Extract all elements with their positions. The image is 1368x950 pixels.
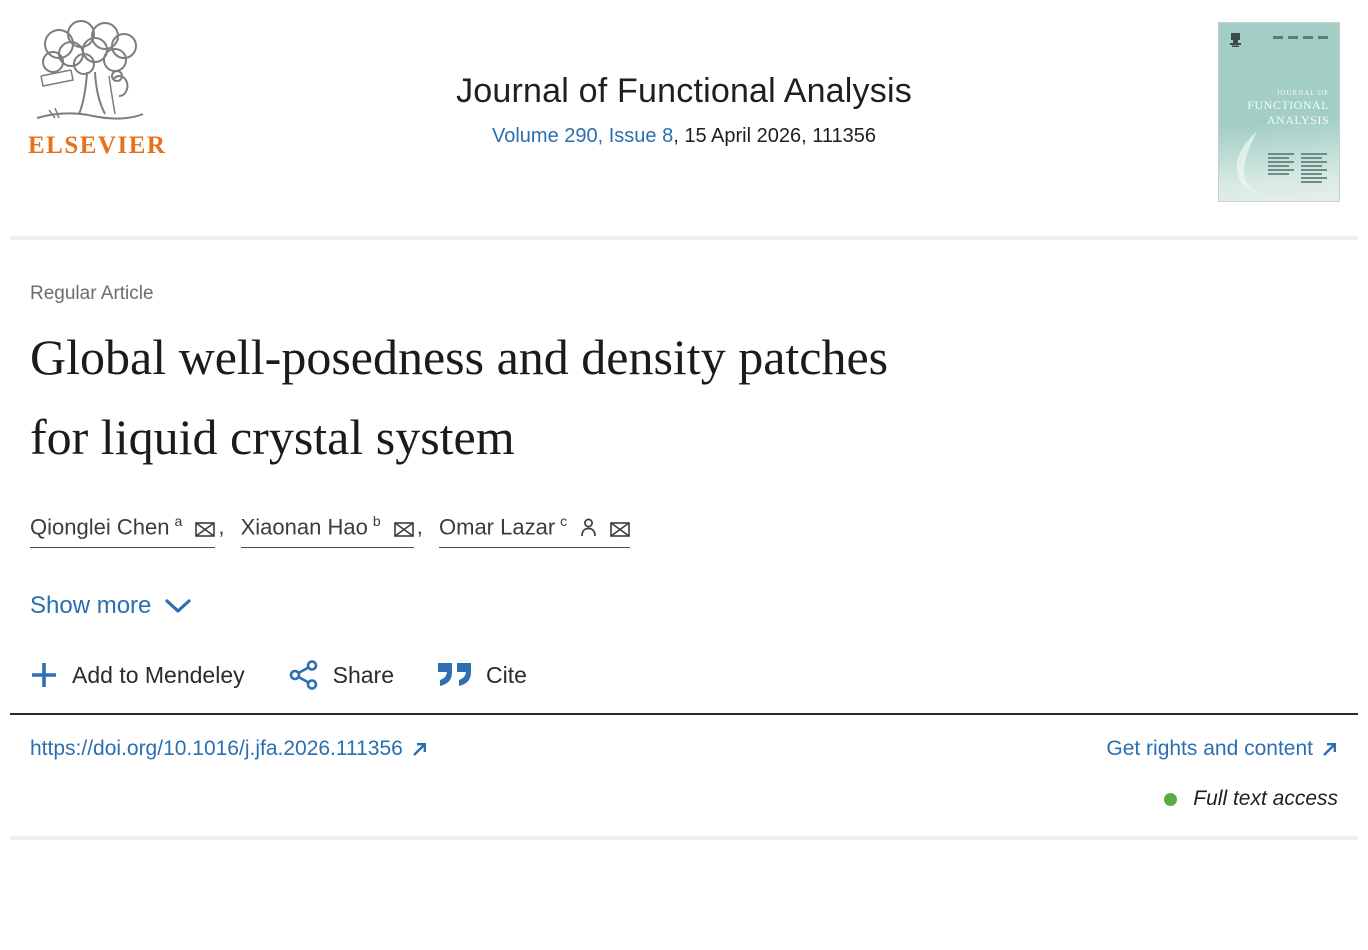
volume-issue-link[interactable]: Volume 290, Issue 8 xyxy=(492,125,674,147)
get-rights-link[interactable]: Get rights and content xyxy=(1106,737,1338,761)
elsevier-tree-icon xyxy=(36,20,144,120)
cover-emblem-icon xyxy=(1230,33,1241,47)
doi-url: https://doi.org/10.1016/j.jfa.2026.11135… xyxy=(30,737,403,761)
cover-line1: JOURNAL OF xyxy=(1276,89,1329,97)
cover-journal-name: JOURNAL OF FUNCTIONAL ANALYSIS xyxy=(1247,89,1329,128)
journal-title-block: Journal of Functional Analysis Volume 29… xyxy=(0,72,1368,148)
article-title-line1: Global well-posedness and density patche… xyxy=(30,329,889,385)
author-omar-lazar[interactable]: Omar Lazar c xyxy=(439,513,631,549)
author-separator: , xyxy=(218,514,225,540)
issue-date-text: , 15 April 2026, 111356 xyxy=(673,125,876,147)
get-rights-label: Get rights and content xyxy=(1106,737,1313,761)
bottom-divider xyxy=(10,836,1358,841)
author-name: Omar Lazar xyxy=(439,514,556,540)
person-icon xyxy=(581,518,597,537)
article-type-label: Regular Article xyxy=(30,283,154,304)
envelope-icon xyxy=(610,522,631,538)
journal-issue-line: Volume 290, Issue 8, 15 April 2026, 1113… xyxy=(0,125,1368,148)
cover-line3: ANALYSIS xyxy=(1266,112,1329,127)
header-divider xyxy=(10,236,1358,240)
open-access-dot-icon xyxy=(1164,792,1178,806)
share-label: Share xyxy=(332,661,394,688)
envelope-icon xyxy=(195,522,216,538)
author-separator: , xyxy=(416,514,423,540)
doi-row: https://doi.org/10.1016/j.jfa.2026.11135… xyxy=(0,737,1368,761)
author-list: Qionglei Chen a , Xiaonan Hao b , Omar Laz… xyxy=(30,513,1340,549)
author-xiaonan-hao[interactable]: Xiaonan Hao b xyxy=(240,513,414,549)
chevron-down-icon xyxy=(165,599,191,613)
add-to-mendeley-label: Add to Mendeley xyxy=(72,661,245,688)
show-more-label: Show more xyxy=(30,592,152,620)
journal-header: ELSEVIER Journal of Functional Analysis … xyxy=(0,0,1368,236)
envelope-icon xyxy=(393,522,414,538)
action-toolbar: Add to Mendeley Share Cite xyxy=(30,660,1340,691)
doi-section-divider xyxy=(10,713,1358,716)
elsevier-logo[interactable]: ELSEVIER xyxy=(28,18,167,160)
article-title: Global well-posedness and density patche… xyxy=(30,317,1340,477)
cite-button[interactable]: Cite xyxy=(438,662,527,689)
author-name: Xiaonan Hao xyxy=(240,514,368,540)
add-to-mendeley-button[interactable]: Add to Mendeley xyxy=(30,661,245,689)
cite-quote-icon xyxy=(438,663,471,687)
access-status-label: Full text access xyxy=(1193,787,1338,811)
author-affiliation-sup: b xyxy=(372,513,381,529)
journal-cover-thumbnail[interactable]: JOURNAL OF FUNCTIONAL ANALYSIS xyxy=(1218,22,1340,202)
author-qionglei-chen[interactable]: Qionglei Chen a xyxy=(30,513,216,549)
external-link-arrow-icon xyxy=(412,742,426,756)
article-title-line2: for liquid crystal system xyxy=(30,409,515,465)
author-affiliation-sup: c xyxy=(560,513,568,529)
journal-title-link[interactable]: Journal of Functional Analysis xyxy=(456,72,912,110)
cite-label: Cite xyxy=(486,661,527,688)
cover-swoosh-graphic xyxy=(1236,131,1259,193)
show-more-button[interactable]: Show more xyxy=(30,592,191,620)
cover-editor-microtext xyxy=(1268,153,1327,185)
author-affiliation-sup: a xyxy=(174,513,183,529)
plus-icon xyxy=(32,663,56,688)
doi-link[interactable]: https://doi.org/10.1016/j.jfa.2026.11135… xyxy=(30,737,428,761)
share-button[interactable]: Share xyxy=(289,660,394,691)
cover-line2: FUNCTIONAL xyxy=(1247,97,1329,112)
share-icon xyxy=(289,660,317,691)
elsevier-wordmark: ELSEVIER xyxy=(28,132,167,159)
cover-issue-microtext xyxy=(1273,36,1331,39)
access-status-row: Full text access xyxy=(0,787,1368,811)
author-name: Qionglei Chen xyxy=(30,514,170,540)
external-link-arrow-icon xyxy=(1323,742,1336,756)
